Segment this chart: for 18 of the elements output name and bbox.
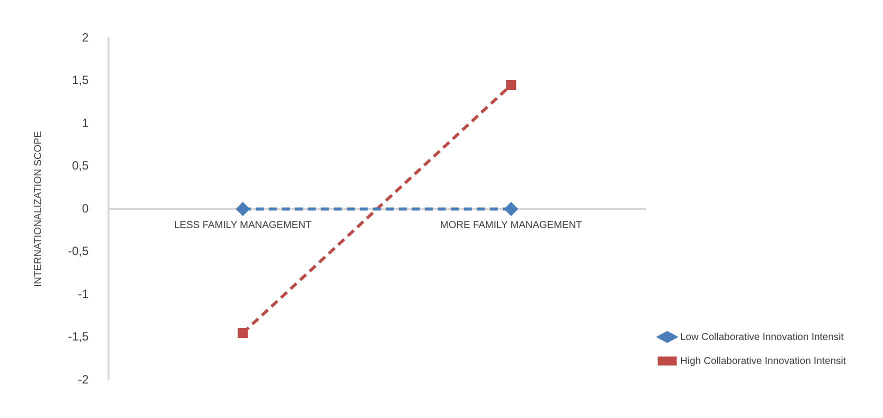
y-tick-label: 1 xyxy=(82,116,89,130)
y-tick-label: 1,5 xyxy=(72,73,89,88)
y-tick-label: -1 xyxy=(78,286,89,301)
x-tick-label: LESS FAMILY MANAGEMENT xyxy=(174,220,312,231)
point xyxy=(236,202,250,216)
y-tick-label: 0,5 xyxy=(72,158,89,173)
point xyxy=(506,80,516,90)
y-tick-label: 0 xyxy=(82,201,89,216)
legend-label: Low Collaborative Innovation Intensit xyxy=(680,332,844,343)
legend-label: High Collaborative Innovation Intensit xyxy=(680,356,846,367)
point xyxy=(238,328,248,338)
y-axis-title: INTERNATIONALIZATION SCOPE xyxy=(32,130,44,287)
y-tick-label: -2 xyxy=(78,372,89,386)
point xyxy=(504,202,518,216)
x-tick-label: MORE FAMILY MANAGEMENT xyxy=(440,220,582,231)
y-tick-label: -0,5 xyxy=(68,244,89,258)
y-tick-label: -1,5 xyxy=(68,330,89,344)
y-tick-label: 2 xyxy=(82,30,89,44)
